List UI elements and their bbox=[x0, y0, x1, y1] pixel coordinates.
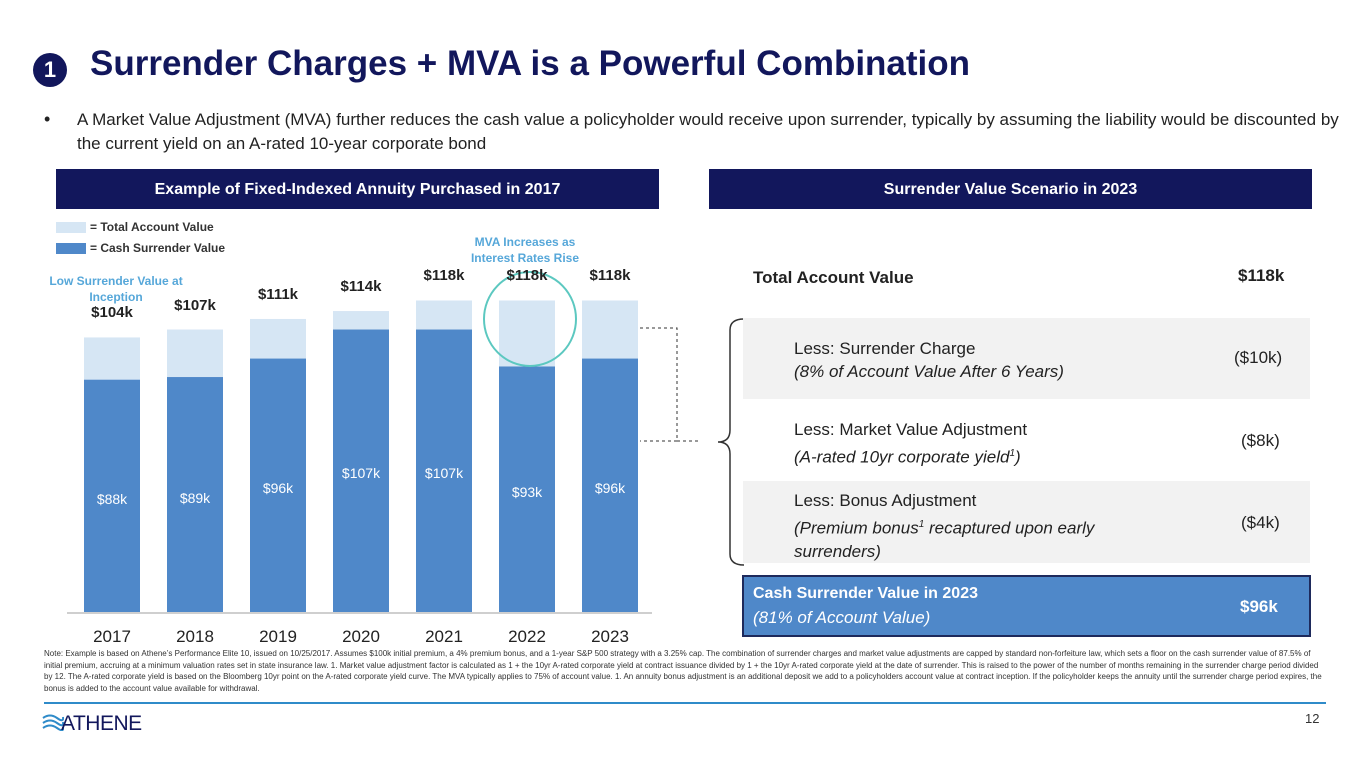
bar-cash-2022 bbox=[499, 366, 555, 612]
x-tick-2022: 2022 bbox=[508, 627, 546, 646]
bonus-detail: (Premium bonus1 recaptured upon early su… bbox=[794, 518, 1095, 561]
bar-total-2021 bbox=[416, 300, 472, 330]
bar-total-2019 bbox=[250, 318, 306, 359]
page-title: Surrender Charges + MVA is a Powerful Co… bbox=[90, 44, 971, 83]
right-section-banner: Surrender Value Scenario in 2023 bbox=[709, 169, 1312, 209]
surrender-charge-detail: (8% of Account Value After 6 Years) bbox=[794, 362, 1064, 381]
bar-total-2022 bbox=[499, 300, 555, 367]
x-tick-2021: 2021 bbox=[425, 627, 463, 646]
legend-swatch-cash bbox=[56, 243, 86, 254]
bonus-title: Less: Bonus Adjustment bbox=[794, 491, 977, 510]
cash-label-2022: $93k bbox=[511, 484, 543, 501]
legend-swatch-total bbox=[56, 222, 86, 233]
total-account-value: $118k bbox=[1238, 266, 1285, 285]
legend-cash: = Cash Surrender Value bbox=[90, 241, 226, 255]
total-label-2020: $114k bbox=[340, 278, 382, 296]
bar-total-2017 bbox=[84, 337, 140, 380]
x-tick-2020: 2020 bbox=[342, 627, 380, 646]
total-label-2018: $107k bbox=[174, 296, 216, 314]
left-section-banner: Example of Fixed-Indexed Annuity Purchas… bbox=[56, 169, 659, 209]
total-label-2017: $104k bbox=[91, 304, 133, 322]
total-label-2022: $118k bbox=[506, 267, 548, 285]
x-tick-2017: 2017 bbox=[93, 627, 131, 646]
athene-logo-text: ATHENE bbox=[61, 712, 142, 735]
cash-label-2019: $96k bbox=[262, 480, 294, 497]
low-surrender-note: Low Surrender Value at Inception bbox=[49, 274, 183, 304]
cash-label-2021: $107k bbox=[424, 465, 464, 482]
footer-divider bbox=[44, 702, 1326, 704]
bracket-icon bbox=[717, 318, 745, 566]
bonus-row: Less: Bonus Adjustment (Premium bonus1 r… bbox=[743, 481, 1310, 563]
bar-total-2020 bbox=[333, 311, 389, 330]
bar-chart bbox=[67, 271, 700, 614]
cash-surrender-value: $96k bbox=[1240, 597, 1278, 616]
mva-row: Less: Market Value Adjustment (A-rated 1… bbox=[743, 400, 1310, 480]
bonus-value: ($4k) bbox=[1241, 513, 1280, 532]
mva-detail: (A-rated 10yr corporate yield1) bbox=[794, 447, 1021, 467]
bar-cash-2023 bbox=[582, 358, 638, 612]
bar-cash-2018 bbox=[167, 377, 223, 612]
cash-label-2023: $96k bbox=[594, 480, 626, 497]
surrender-charge-title: Less: Surrender Charge bbox=[794, 339, 976, 358]
cash-surrender-detail: (81% of Account Value) bbox=[753, 608, 931, 627]
total-account-label: Total Account Value bbox=[753, 268, 914, 287]
section-number-badge: 1 bbox=[33, 53, 67, 87]
bar-cash-2017 bbox=[84, 379, 140, 612]
bar-total-2018 bbox=[167, 329, 223, 378]
connector-dashed-line bbox=[640, 327, 678, 442]
surrender-charge-row: Less: Surrender Charge (8% of Account Va… bbox=[743, 318, 1310, 399]
footnote: Note: Example is based on Athene’s Perfo… bbox=[44, 649, 1322, 693]
bar-cash-2019 bbox=[250, 358, 306, 612]
total-label-2019: $111k bbox=[257, 285, 299, 303]
total-label-2023: $118k bbox=[589, 267, 631, 285]
cash-surrender-title: Cash Surrender Value in 2023 bbox=[753, 585, 978, 602]
cash-label-2020: $107k bbox=[341, 465, 381, 482]
bar-total-2023 bbox=[582, 300, 638, 359]
bar-cash-2020 bbox=[333, 329, 389, 612]
mva-note: MVA Increases as Interest Rates Rise bbox=[470, 235, 580, 265]
mva-title: Less: Market Value Adjustment bbox=[794, 420, 1028, 439]
mva-highlight-circle bbox=[483, 271, 577, 367]
legend-total: = Total Account Value bbox=[90, 220, 214, 234]
cash-label-2018: $89k bbox=[179, 489, 211, 506]
athene-logo-icon bbox=[42, 714, 64, 731]
surrender-charge-value: ($10k) bbox=[1234, 348, 1283, 367]
mva-value: ($8k) bbox=[1241, 431, 1280, 450]
bar-cash-2021 bbox=[416, 329, 472, 612]
x-tick-2023: 2023 bbox=[591, 627, 629, 646]
page-number: 12 bbox=[1305, 711, 1320, 726]
bullet-icon: • bbox=[44, 109, 51, 129]
cash-surrender-row: Cash Surrender Value in 2023 (81% of Acc… bbox=[742, 575, 1311, 637]
cash-label-2017: $88k bbox=[96, 491, 128, 508]
bullet-text: A Market Value Adjustment (MVA) further … bbox=[77, 110, 1339, 153]
x-tick-2018: 2018 bbox=[176, 627, 214, 646]
total-label-2021: $118k bbox=[423, 267, 465, 285]
x-tick-2019: 2019 bbox=[259, 627, 297, 646]
